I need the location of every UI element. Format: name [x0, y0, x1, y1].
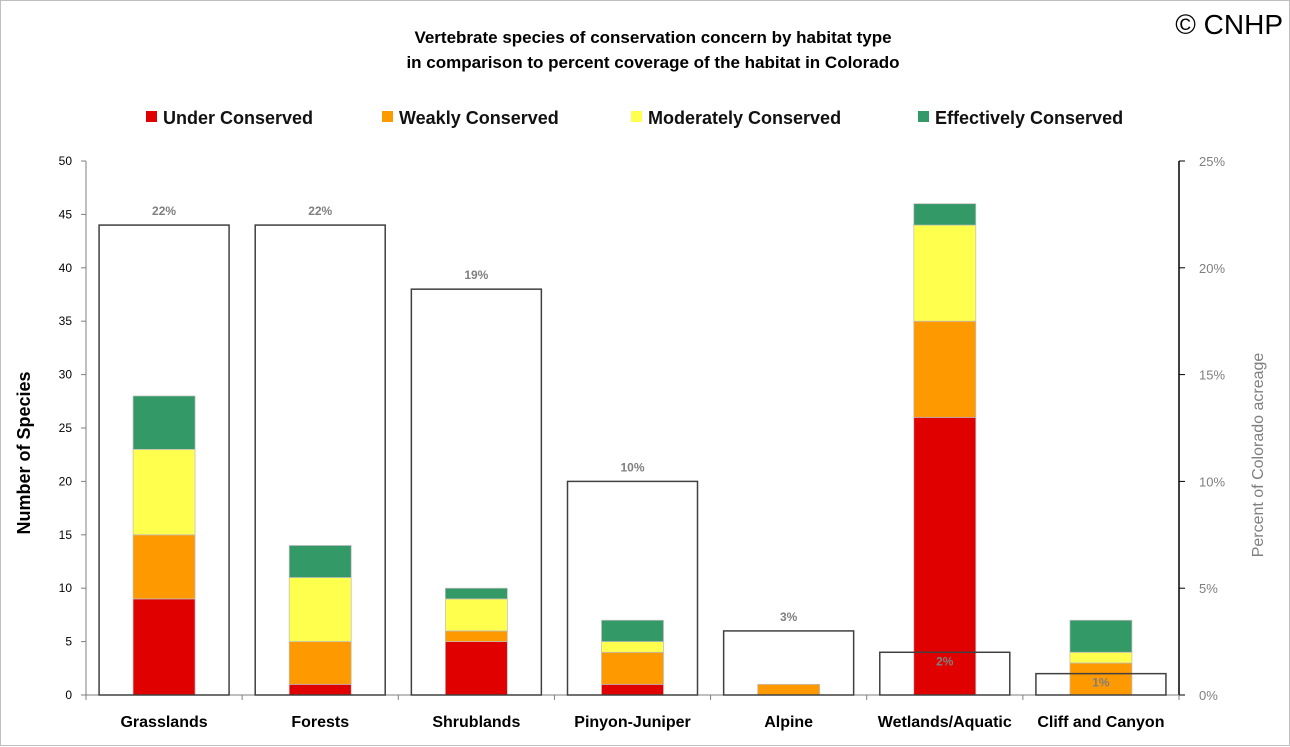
y2-axis-title: Percent of Colorado acreage	[1250, 353, 1267, 558]
bar-segment-moderately-conserved	[133, 449, 195, 534]
acreage-data-label: 2%	[936, 654, 954, 668]
bar-segment-weakly-conserved	[602, 652, 664, 684]
bar-segment-moderately-conserved	[602, 642, 664, 653]
bar-segment-under-conserved	[445, 642, 507, 695]
y-tick-label: 20	[59, 474, 73, 488]
acreage-data-label: 3%	[780, 610, 798, 624]
legend-swatch	[382, 111, 393, 122]
x-category-label: Cliff and Canyon	[1037, 714, 1164, 731]
bar-segment-under-conserved	[602, 684, 664, 695]
y2-tick-label: 0%	[1199, 688, 1218, 703]
x-category-label: Shrublands	[432, 714, 520, 731]
y2-tick-label: 25%	[1199, 154, 1225, 169]
acreage-data-label: 19%	[464, 268, 488, 282]
bar-segment-effectively-conserved	[445, 588, 507, 599]
bar-segment-weakly-conserved	[133, 535, 195, 599]
y2-tick-label: 5%	[1199, 581, 1218, 596]
legend-label: Under Conserved	[163, 108, 313, 128]
plot-area: 0 5 10 15 20 25 30 35 40 45 50 0% 5% 10% 15% 20% 25% 22% 2…	[59, 154, 1226, 731]
y2-tick-label: 15%	[1199, 368, 1225, 383]
legend-swatch	[146, 111, 157, 122]
acreage-data-label: 1%	[1092, 676, 1110, 690]
bar-segment-weakly-conserved	[289, 642, 351, 685]
bar-segment-weakly-conserved	[758, 684, 820, 695]
y-tick-label: 35	[59, 314, 73, 328]
chart-title-line-2: in comparison to percent coverage of the…	[406, 53, 899, 72]
bar-segment-effectively-conserved	[914, 204, 976, 225]
bar-segment-under-conserved	[133, 599, 195, 695]
bar-segment-under-conserved	[289, 684, 351, 695]
chart-title-line-1: Vertebrate species of conservation conce…	[414, 28, 891, 47]
legend-swatch	[631, 111, 642, 122]
bar-segment-effectively-conserved	[1070, 620, 1132, 652]
chart: Vertebrate species of conservation conce…	[1, 1, 1290, 747]
x-category-label: Alpine	[764, 714, 813, 731]
acreage-data-label: 10%	[620, 460, 644, 474]
x-category-label: Wetlands/Aquatic	[878, 714, 1012, 731]
bar-segment-moderately-conserved	[914, 225, 976, 321]
chart-frame: Vertebrate species of conservation conce…	[0, 0, 1290, 746]
y-tick-label: 25	[59, 421, 73, 435]
x-category-label: Pinyon-Juniper	[574, 714, 690, 731]
y-tick-label: 15	[59, 528, 73, 542]
acreage-data-label: 22%	[152, 204, 176, 218]
legend: Under Conserved Weakly Conserved Moderatel…	[146, 108, 1123, 128]
bar-segment-weakly-conserved	[914, 321, 976, 417]
y2-tick-label: 20%	[1199, 261, 1225, 276]
acreage-data-label: 22%	[308, 204, 332, 218]
legend-label: Effectively Conserved	[935, 108, 1123, 128]
legend-label: Moderately Conserved	[648, 108, 841, 128]
y-tick-label: 45	[59, 207, 73, 221]
x-category-label: Forests	[291, 714, 349, 731]
bar-segment-effectively-conserved	[133, 396, 195, 449]
legend-label: Weakly Conserved	[399, 108, 559, 128]
bar-segment-moderately-conserved	[445, 599, 507, 631]
bar-segment-moderately-conserved	[289, 578, 351, 642]
y-tick-label: 40	[59, 261, 73, 275]
bar-segment-effectively-conserved	[289, 545, 351, 577]
y-tick-label: 50	[59, 154, 73, 168]
copyright-notice: © CNHP	[1175, 9, 1283, 40]
y-tick-label: 10	[59, 581, 73, 595]
y-axis-title: Number of Species	[14, 371, 34, 534]
y-tick-label: 0	[65, 688, 72, 702]
y-tick-label: 5	[65, 635, 72, 649]
legend-swatch	[918, 111, 929, 122]
x-category-label: Grasslands	[120, 714, 207, 731]
y2-tick-label: 10%	[1199, 474, 1225, 489]
bar-segment-weakly-conserved	[445, 631, 507, 642]
bar-segment-effectively-conserved	[602, 620, 664, 641]
bar-segment-moderately-conserved	[1070, 652, 1132, 663]
y-tick-label: 30	[59, 368, 73, 382]
